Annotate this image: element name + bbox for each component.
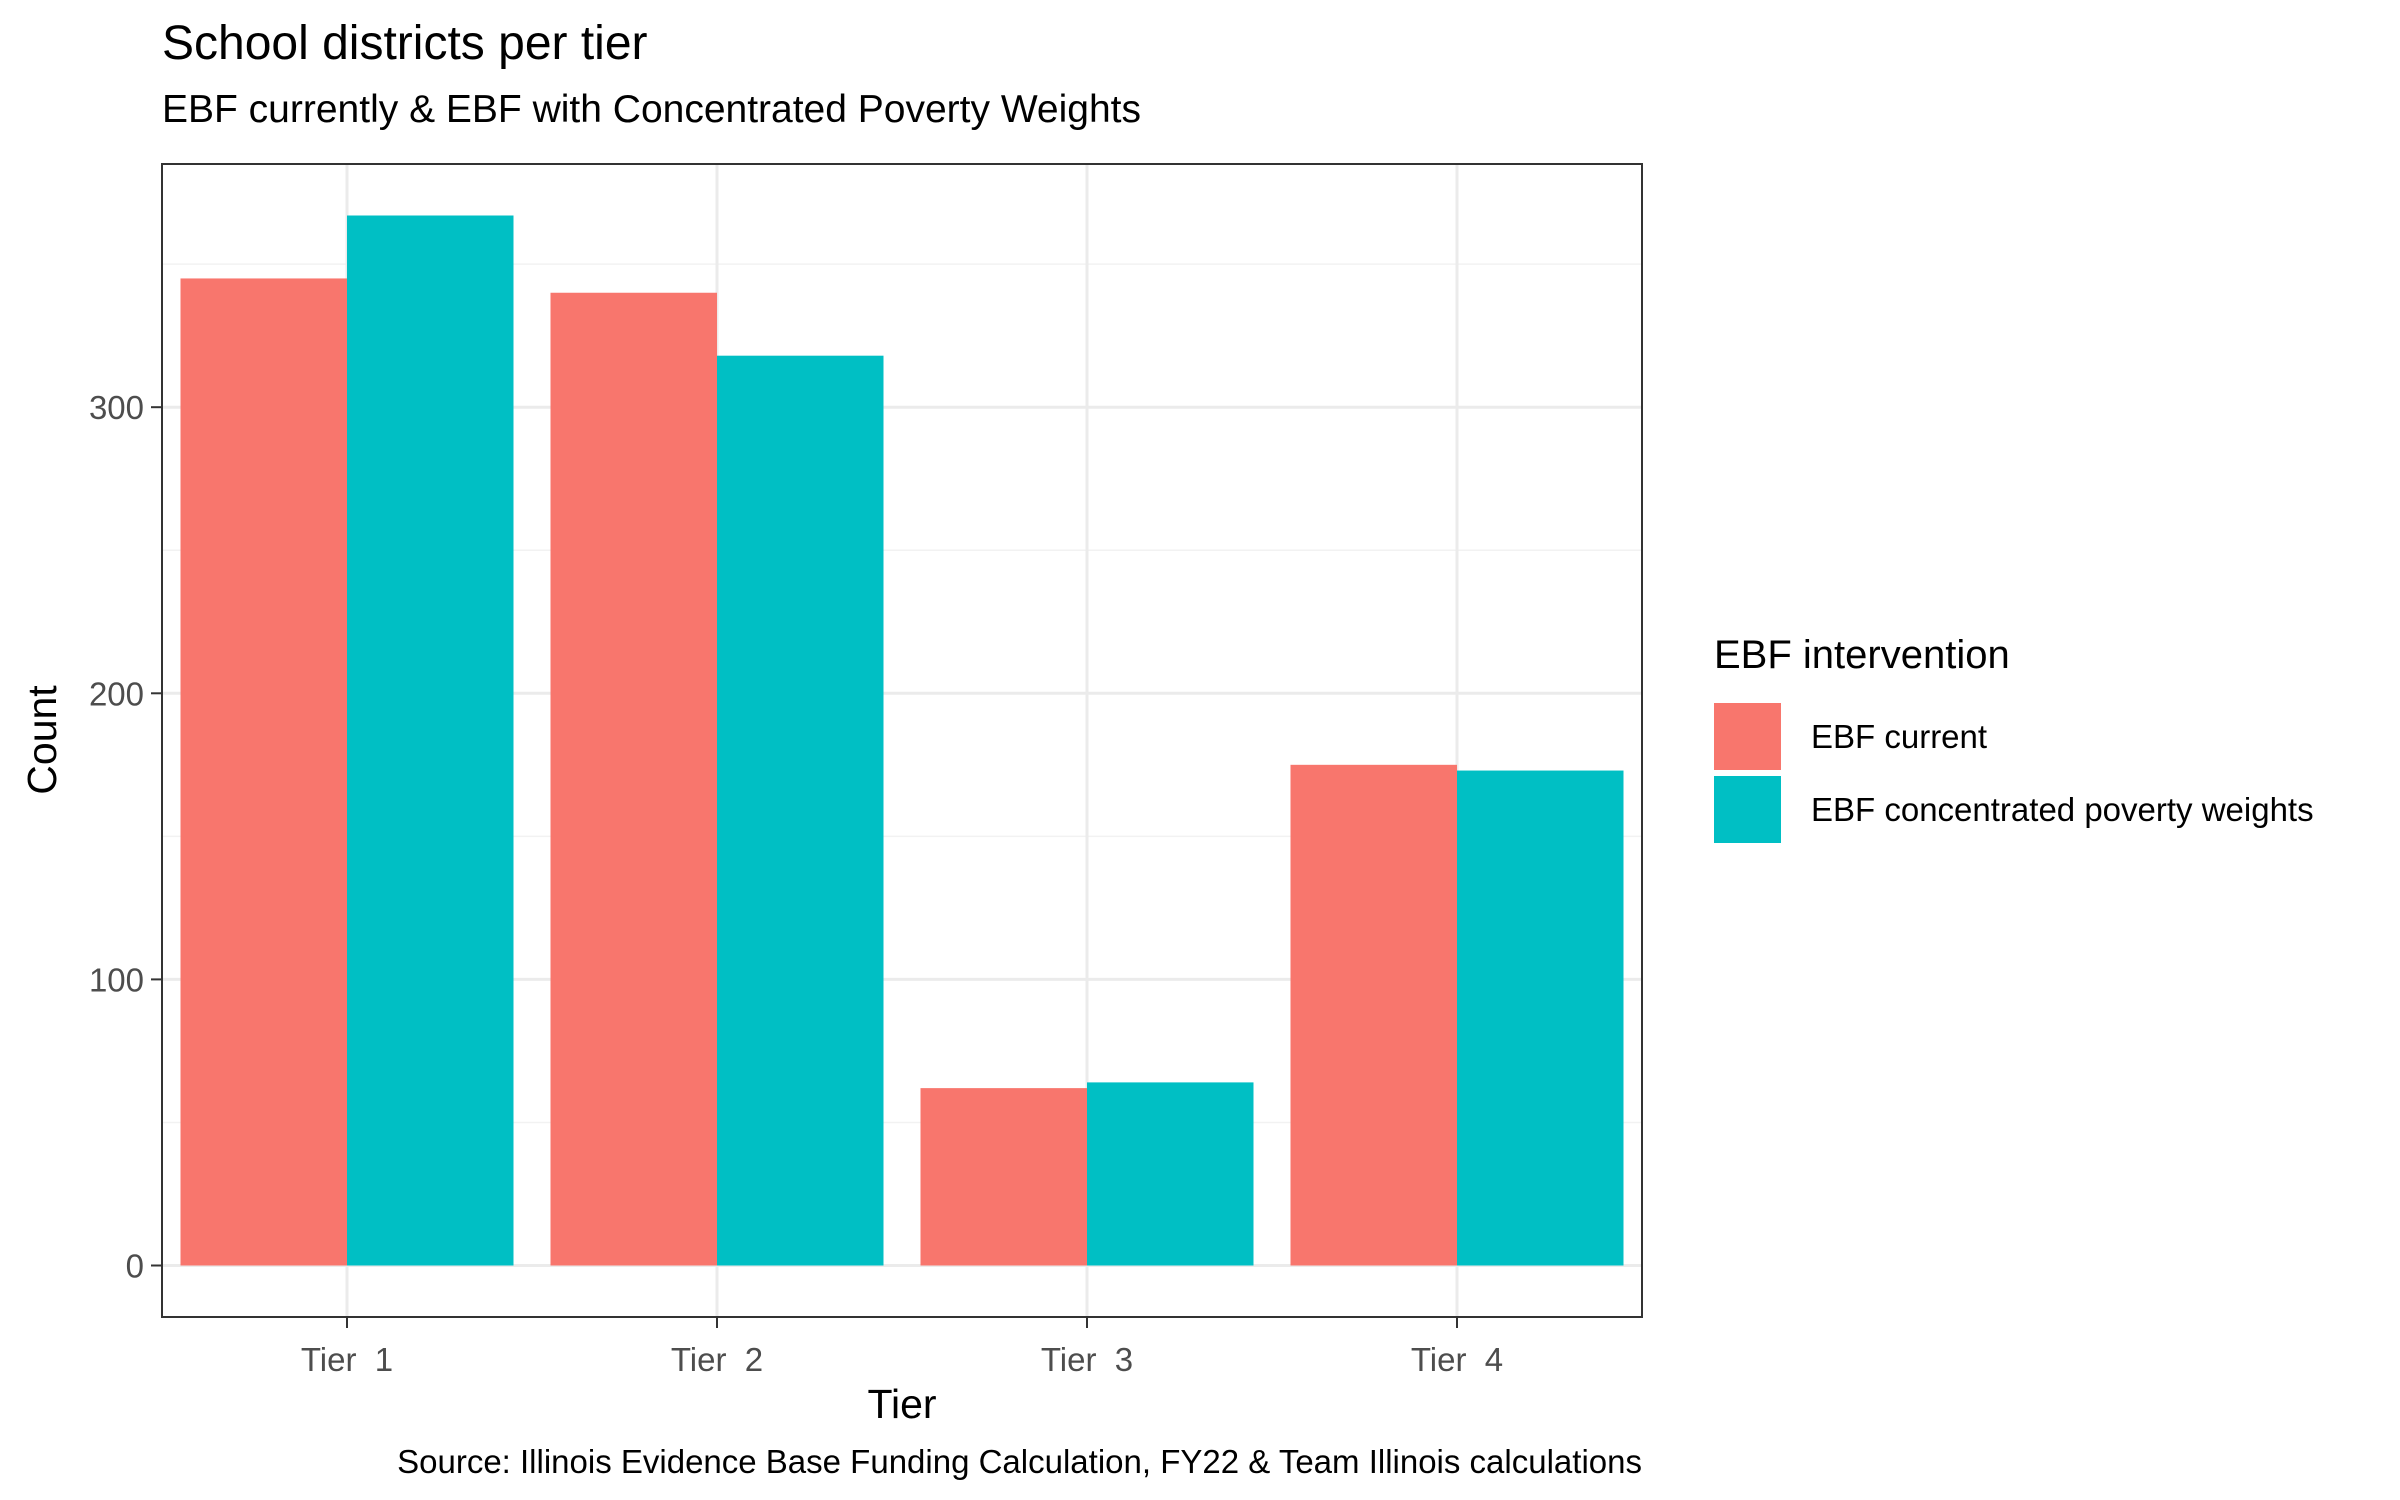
bar [180, 278, 347, 1266]
x-tick-label: Tier 3 [1041, 1341, 1133, 1378]
legend: EBF intervention EBF current EBF concent… [1712, 633, 2314, 846]
y-tick-label: 200 [89, 675, 144, 712]
x-tick-label: Tier 4 [1411, 1341, 1503, 1378]
y-axis: 0 100 200 300 [89, 389, 162, 1285]
bar [920, 1088, 1087, 1266]
y-tick-label: 100 [89, 961, 144, 998]
bar [347, 215, 514, 1266]
x-axis: Tier 1 Tier 2 Tier 3 Tier 4 [301, 1317, 1503, 1378]
bars [180, 215, 1624, 1266]
legend-label-ebf-current: EBF current [1811, 717, 1988, 755]
legend-item-ebf-current: EBF current [1712, 700, 2314, 773]
y-tick-label: 0 [126, 1248, 144, 1285]
x-tick-label: Tier 2 [671, 1341, 763, 1378]
chart-title: School districts per tier [162, 17, 648, 70]
legend-key-ebf-concentrated [1714, 776, 1781, 843]
legend-title: EBF intervention [1714, 633, 2010, 677]
legend-key-ebf-current [1714, 703, 1781, 770]
bar [1457, 770, 1624, 1266]
y-tick-label: 300 [89, 389, 144, 426]
y-axis-label: Count [19, 685, 65, 795]
legend-label-ebf-concentrated: EBF concentrated poverty weights [1811, 790, 2314, 828]
x-tick-label: Tier 1 [301, 1341, 393, 1378]
plot-panel-border [161, 163, 1643, 1318]
chart-caption: Source: Illinois Evidence Base Funding C… [397, 1443, 1642, 1480]
bar [717, 355, 884, 1266]
bar [1087, 1082, 1254, 1266]
bar [550, 292, 717, 1266]
bar [1290, 764, 1457, 1266]
x-axis-label: Tier [867, 1381, 936, 1427]
chart-subtitle: EBF currently & EBF with Concentrated Po… [162, 88, 1141, 131]
legend-item-ebf-concentrated: EBF concentrated poverty weights [1712, 773, 2314, 846]
